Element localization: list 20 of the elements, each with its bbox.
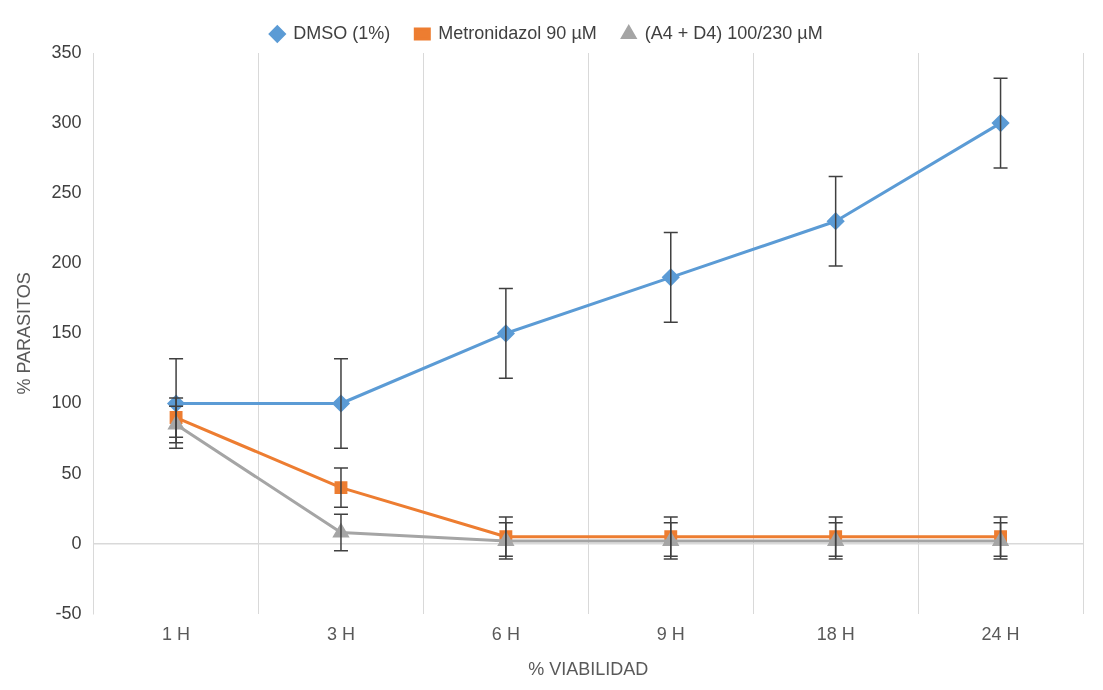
x-tick-label: 3 H [326, 623, 355, 644]
legend-label: (A4 + D4) 100/230 µM [644, 22, 823, 43]
y-tick-label: 350 [51, 41, 82, 62]
y-tick-label: 150 [51, 322, 82, 343]
legend-label: DMSO (1%) [293, 22, 391, 43]
x-tick-label: 18 H [816, 623, 855, 644]
y-tick-label: 50 [61, 462, 82, 483]
y-tick-label: -50 [55, 602, 82, 623]
y-axis-title: % PARASITOS [13, 272, 34, 395]
x-axis-title: % VIABILIDAD [528, 659, 649, 680]
x-tick-label: 9 H [656, 623, 685, 644]
y-tick-label: 250 [51, 182, 82, 203]
y-tick-label: 200 [51, 252, 82, 273]
legend-label: Metronidazol 90 µM [438, 22, 597, 43]
y-tick-label: 100 [51, 392, 82, 413]
x-tick-label: 1 H [162, 623, 191, 644]
x-tick-label: 6 H [491, 623, 520, 644]
y-tick-label: 300 [51, 112, 82, 133]
x-tick-label: 24 H [981, 623, 1020, 644]
y-tick-label: 0 [71, 532, 82, 553]
